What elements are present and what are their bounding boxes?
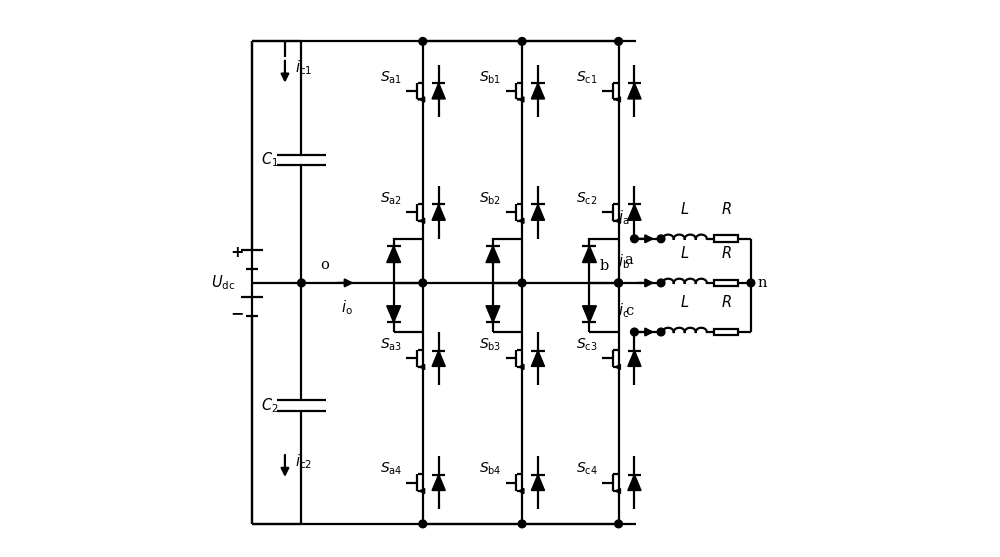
Circle shape [615,279,622,287]
Polygon shape [582,246,596,262]
Bar [714,280,738,286]
Polygon shape [432,475,445,491]
Circle shape [657,328,665,336]
Text: $S_{\rm b4}$: $S_{\rm b4}$ [479,461,501,477]
Polygon shape [432,83,445,99]
Text: $S_{\rm c2}$: $S_{\rm c2}$ [576,191,598,207]
Polygon shape [432,350,445,367]
Circle shape [615,520,622,527]
Polygon shape [387,246,401,262]
Circle shape [657,279,665,287]
Circle shape [518,279,526,287]
Text: $C_2$: $C_2$ [261,396,278,414]
Polygon shape [628,475,641,491]
Text: $i_{\rm o}$: $i_{\rm o}$ [341,299,353,317]
Polygon shape [628,204,641,220]
Polygon shape [387,306,401,323]
Text: c: c [625,304,633,318]
Polygon shape [531,204,545,220]
Text: $S_{\rm c3}$: $S_{\rm c3}$ [576,337,598,354]
Text: $S_{\rm b2}$: $S_{\rm b2}$ [479,191,501,207]
Circle shape [615,279,622,287]
Text: $S_{\rm b3}$: $S_{\rm b3}$ [479,337,501,354]
Text: $i_{\rm b}$: $i_{\rm b}$ [618,252,630,271]
Text: $L$: $L$ [680,294,689,310]
Text: $S_{\rm b1}$: $S_{\rm b1}$ [479,70,501,86]
Polygon shape [582,306,596,323]
Polygon shape [628,350,641,367]
Text: $C_1$: $C_1$ [261,150,278,169]
Circle shape [419,37,427,45]
Circle shape [518,37,526,45]
Circle shape [615,37,622,45]
Text: $S_{\rm a2}$: $S_{\rm a2}$ [380,191,402,207]
Polygon shape [432,204,445,220]
Text: $R$: $R$ [721,245,731,261]
Text: $i_{\rm c2}$: $i_{\rm c2}$ [295,453,312,471]
Text: $S_{\rm c1}$: $S_{\rm c1}$ [576,70,598,86]
Text: $R$: $R$ [721,201,731,217]
Circle shape [419,279,427,287]
Polygon shape [531,475,545,491]
Circle shape [657,235,665,243]
Bar [714,236,738,242]
Text: $i_{\rm c1}$: $i_{\rm c1}$ [295,58,312,77]
Circle shape [419,520,427,527]
Text: b: b [599,259,609,273]
Polygon shape [531,83,545,99]
Circle shape [631,235,638,243]
Text: $R$: $R$ [721,294,731,310]
Polygon shape [486,306,500,323]
Circle shape [631,328,638,336]
Text: −: − [231,306,244,321]
Text: +: + [231,245,244,260]
Text: $S_{\rm a1}$: $S_{\rm a1}$ [380,70,402,86]
Text: $U_{\rm dc}$: $U_{\rm dc}$ [211,273,235,292]
Circle shape [747,279,755,287]
Text: $S_{\rm c4}$: $S_{\rm c4}$ [576,461,598,477]
Circle shape [518,520,526,527]
Text: a: a [625,252,633,267]
Text: n: n [758,276,767,290]
Text: $S_{\rm a3}$: $S_{\rm a3}$ [380,337,402,354]
Text: $i_{\rm c}$: $i_{\rm c}$ [618,301,630,320]
Polygon shape [486,246,500,262]
Circle shape [298,279,305,287]
Bar [714,329,738,335]
Text: $L$: $L$ [680,201,689,217]
Text: $S_{\rm a4}$: $S_{\rm a4}$ [380,461,402,477]
Polygon shape [531,350,545,367]
Polygon shape [628,83,641,99]
Text: $i_{\rm a}$: $i_{\rm a}$ [618,208,630,227]
Text: $L$: $L$ [680,245,689,261]
Text: o: o [320,258,329,272]
